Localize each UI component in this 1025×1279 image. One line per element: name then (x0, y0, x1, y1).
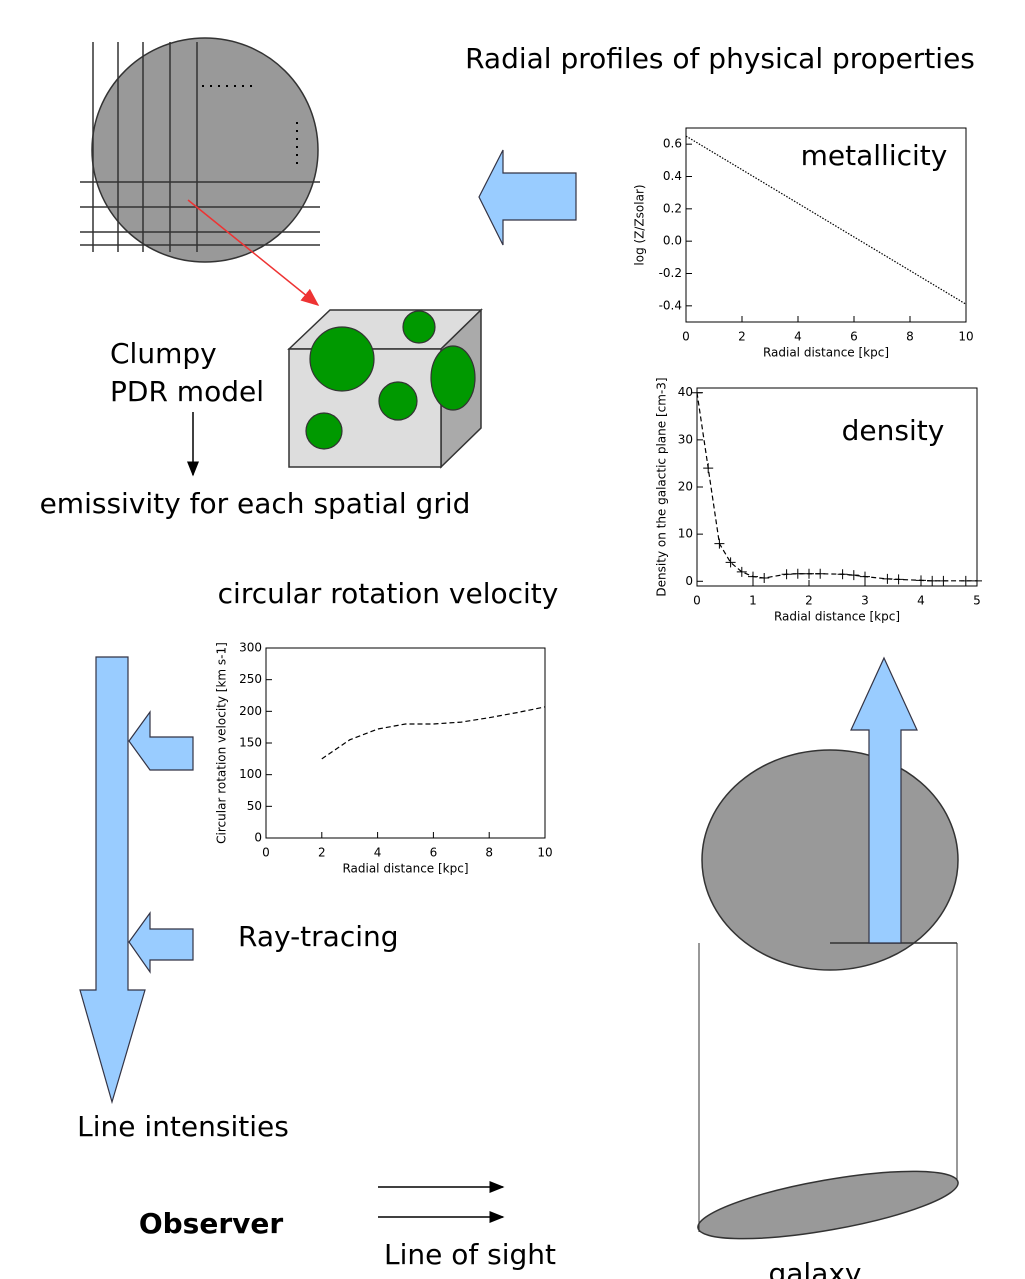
x-tick-label: 10 (958, 330, 973, 344)
y-tick-label: -0.4 (659, 298, 682, 312)
y-tick-label: 150 (239, 736, 262, 750)
data-point (782, 569, 792, 579)
x-tick-label: 4 (794, 330, 802, 344)
x-tick-label: 8 (906, 330, 914, 344)
x-axis-label: Radial distance [kpc] (774, 610, 900, 624)
data-point (961, 576, 971, 586)
data-point (692, 388, 702, 398)
x-tick-label: 8 (485, 846, 493, 860)
x-tick-label: 10 (537, 846, 552, 860)
galaxy-bottom (694, 1157, 963, 1252)
grid-disk (92, 38, 318, 262)
data-point (860, 572, 870, 582)
x-tick-label: 4 (374, 846, 382, 860)
data-point (938, 576, 948, 586)
chart-title: metallicity (801, 139, 948, 172)
x-axis-label: Radial distance [kpc] (763, 346, 889, 360)
y-tick-label: 0.4 (663, 169, 682, 183)
title: Radial profiles of physical properties (465, 42, 975, 75)
x-tick-label: 0 (262, 846, 270, 860)
x-tick-label: 3 (861, 594, 869, 608)
x-tick-label: 0 (682, 330, 690, 344)
emissivity-label: emissivity for each spatial grid (40, 487, 471, 520)
page: Radial profiles of physical properties C… (0, 0, 1025, 1279)
y-tick-label: 20 (678, 480, 693, 494)
data-point (838, 569, 848, 579)
y-tick-label: 0.0 (663, 234, 682, 248)
data-point (804, 569, 814, 579)
data-point (972, 576, 982, 586)
flow-arrows (80, 150, 576, 1102)
y-tick-label: 50 (247, 799, 262, 813)
rotation-title: circular rotation velocity (218, 577, 559, 610)
ray-tracing-label: Ray-tracing (238, 920, 399, 953)
chart-title: density (842, 414, 945, 447)
data-point (714, 539, 724, 549)
y-tick-label: 200 (239, 704, 262, 718)
y-tick-label: 40 (678, 385, 693, 399)
y-axis-label: Circular rotation velocity [km s-1] (215, 642, 229, 844)
x-tick-label: 2 (805, 594, 813, 608)
data-point (703, 463, 713, 473)
y-tick-label: 30 (678, 432, 693, 446)
x-tick-label: 6 (850, 330, 858, 344)
y-tick-label: 0 (254, 831, 262, 845)
x-tick-label: 1 (749, 594, 757, 608)
x-tick-label: 6 (430, 846, 438, 860)
data-point (882, 574, 892, 584)
y-tick-label: 100 (239, 767, 262, 781)
clumpy-label: Clumpy (110, 337, 217, 370)
x-tick-label: 5 (973, 594, 981, 608)
galaxy-disk (702, 750, 958, 970)
data-point (894, 574, 904, 584)
data-point (927, 576, 937, 586)
clumpy-label: PDR model (110, 375, 264, 408)
plot-frame (266, 648, 545, 838)
x-axis-label: Radial distance [kpc] (342, 862, 468, 876)
y-tick-label: 0.6 (663, 137, 682, 151)
data-point (849, 570, 859, 580)
y-tick-label: 300 (239, 641, 262, 655)
data-point (748, 572, 758, 582)
y-axis-label: log (Z/Zsolar) (633, 184, 647, 265)
diagram: Radial profiles of physical properties C… (0, 0, 1025, 1279)
y-tick-label: 10 (678, 527, 693, 541)
data-line (322, 707, 545, 759)
data-point (815, 569, 825, 579)
data-point (759, 573, 769, 583)
x-tick-label: 4 (917, 594, 925, 608)
y-tick-label: 0 (685, 574, 693, 588)
galaxy-label: galaxy (768, 1257, 861, 1279)
y-tick-label: -0.2 (659, 266, 682, 280)
line-of-sight-label: Line of sight (384, 1238, 556, 1271)
line-intensities-label: Line intensities (77, 1110, 289, 1143)
data-point (793, 569, 803, 579)
y-axis-label: Density on the galactic plane [cm-3] (655, 377, 669, 596)
x-tick-label: 0 (693, 594, 701, 608)
y-tick-label: 0.2 (663, 201, 682, 215)
y-tick-label: 250 (239, 672, 262, 686)
data-point (916, 575, 926, 585)
x-tick-label: 2 (738, 330, 746, 344)
x-tick-label: 2 (318, 846, 326, 860)
observer-label: Observer (139, 1207, 284, 1240)
